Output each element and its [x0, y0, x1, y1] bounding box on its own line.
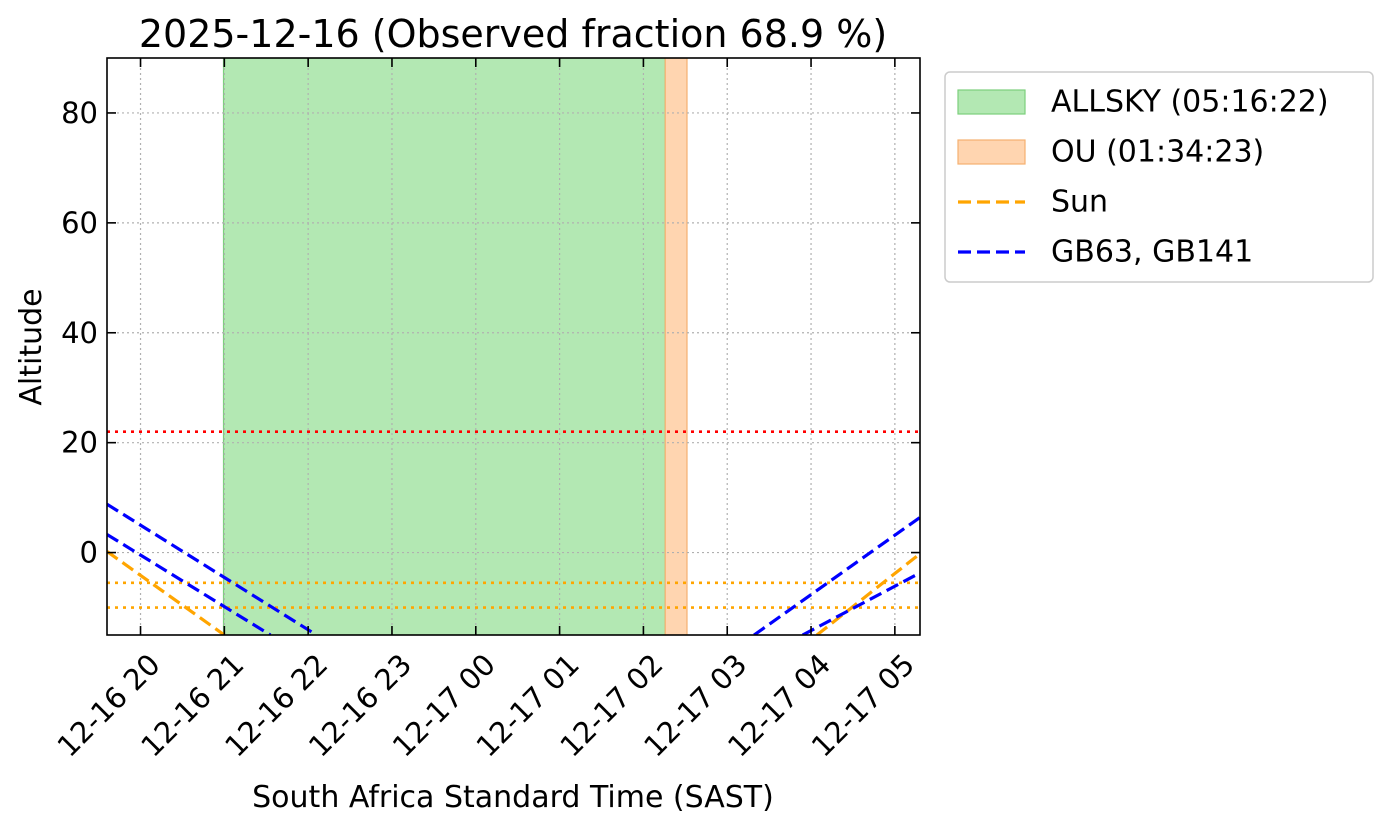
source-curve — [753, 516, 920, 635]
plot-frame — [106, 57, 921, 636]
observation-spans — [222, 58, 688, 635]
y-tick-label: 40 — [61, 316, 98, 350]
source-curve — [107, 502, 318, 635]
legend: ALLSKY (05:16:22) OU (01:34:23) Sun GB63, G… — [944, 71, 1374, 283]
legend-label: Sun — [1051, 185, 1108, 220]
x-axis-label: South Africa Standard Time (SAST) — [252, 780, 774, 815]
sun-curve — [815, 552, 920, 635]
source-curve — [801, 571, 920, 635]
chart-title: 2025-12-16 (Observed fraction 68.9 %) — [139, 12, 887, 56]
y-axis-label: Altitude — [14, 288, 49, 405]
y-tick-label: 80 — [61, 96, 98, 130]
legend-label: OU (01:34:23) — [1051, 135, 1264, 170]
sun-curve — [107, 550, 226, 635]
legend-swatch — [957, 139, 1026, 165]
altitude-curves — [107, 502, 920, 635]
y-tick-label: 0 — [80, 536, 98, 570]
source-curve — [107, 533, 272, 635]
legend-swatch — [957, 89, 1026, 115]
y-tick-label: 60 — [61, 206, 98, 240]
legend-label: ALLSKY (05:16:22) — [1051, 85, 1329, 120]
span-ou — [664, 58, 688, 635]
grid-lines — [107, 58, 920, 635]
legend-box — [944, 71, 1374, 283]
span-allsky — [222, 58, 666, 635]
y-tick-label: 20 — [61, 426, 98, 460]
legend-label: GB63, GB141 — [1051, 235, 1253, 270]
